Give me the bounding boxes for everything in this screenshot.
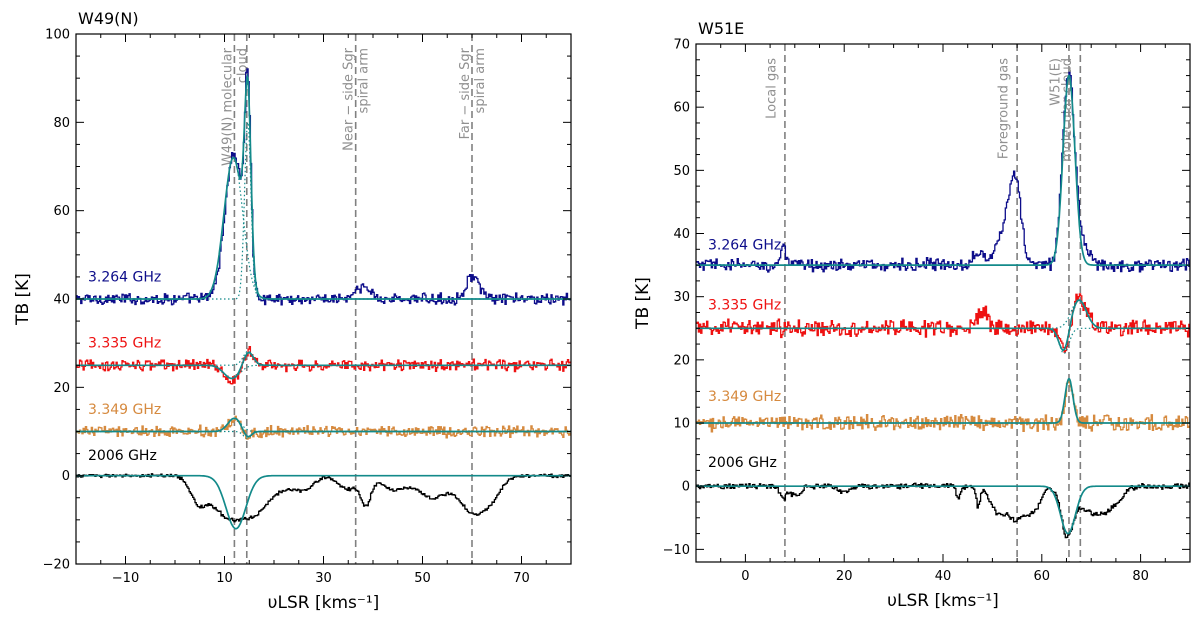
spectrum-line [696,482,1190,539]
annotation-label: Far − side Sgr [458,47,473,139]
panel-title: W51E [698,19,744,38]
spectrum-line [696,293,1190,353]
y-axis-label: TB [K] [633,277,653,330]
y-tick-label: −20 [43,558,70,573]
y-tick-label: 40 [53,293,70,308]
y-tick-label: 100 [45,28,70,43]
fit-total [76,474,571,530]
x-axis-label: υLSR [kms⁻¹] [887,591,999,611]
x-tick-label: 60 [1034,569,1051,584]
annotation-label: W51(E) [1049,58,1064,106]
series-label: 3.349 GHz [88,402,161,418]
annotation-label: spiral arm [357,48,372,113]
y-tick-label: 40 [673,227,690,242]
annotation-label: Near − side Sgr [342,47,357,150]
panel-title: W49(N) [78,9,139,28]
spectrum-line [76,68,571,306]
y-tick-label: 20 [673,353,690,368]
x-tick-label: 80 [1132,569,1149,584]
y-tick-label: 10 [673,417,690,432]
y-tick-label: 50 [673,164,690,179]
fit-total [696,377,1190,424]
annotation-label: W49(N) molecular [220,47,235,166]
fit-total [76,73,571,300]
x-tick-label: 40 [935,569,952,584]
panel-w49n: W49(N) W49(N) molecular cloud Near − side S… [13,9,572,613]
x-tick-label: 0 [741,569,749,584]
fit-total [696,74,1190,266]
series-label: 2006 GHz [708,455,777,471]
series-label: 3.264 GHz [88,269,161,285]
y-tick-label: −10 [663,543,690,558]
x-tick-label: 30 [315,571,332,586]
spectrum-line [76,473,571,523]
annotation-label: cloud [235,48,250,83]
series-label: 2006 GHz [88,448,157,464]
y-axis-label: TB [K] [13,273,33,326]
x-tick-label: 70 [513,571,530,586]
annotation-label: Local gas [764,58,779,119]
y-tick-label: 0 [682,480,690,495]
fit-total [76,351,571,380]
fit-total [696,299,1190,351]
fit-total [76,417,571,438]
series-label: 3.349 GHz [708,389,781,405]
x-tick-label: 10 [216,571,233,586]
y-tick-label: 70 [673,38,690,53]
y-tick-label: 20 [53,381,70,396]
x-axis-label: υLSR [kms⁻¹] [268,593,380,613]
series-label: 3.335 GHz [708,297,781,313]
y-tick-label: 80 [53,116,70,131]
y-tick-label: 30 [673,290,690,305]
annotation-label: spiral arm [473,48,488,113]
y-tick-label: 0 [62,469,70,484]
x-tick-label: 20 [836,569,853,584]
annotation-label: Foreground gas [997,58,1012,159]
y-tick-label: 60 [673,101,690,116]
y-tick-label: 60 [53,204,70,219]
spectrum-line [696,71,1190,273]
spectrum-line [76,415,571,440]
x-tick-label: −10 [112,571,139,586]
fit-total [696,485,1190,535]
spectrum-line [696,379,1190,433]
series-label: 3.264 GHz [708,237,781,253]
series-label: 3.335 GHz [88,336,161,352]
x-tick-label: 50 [414,571,431,586]
